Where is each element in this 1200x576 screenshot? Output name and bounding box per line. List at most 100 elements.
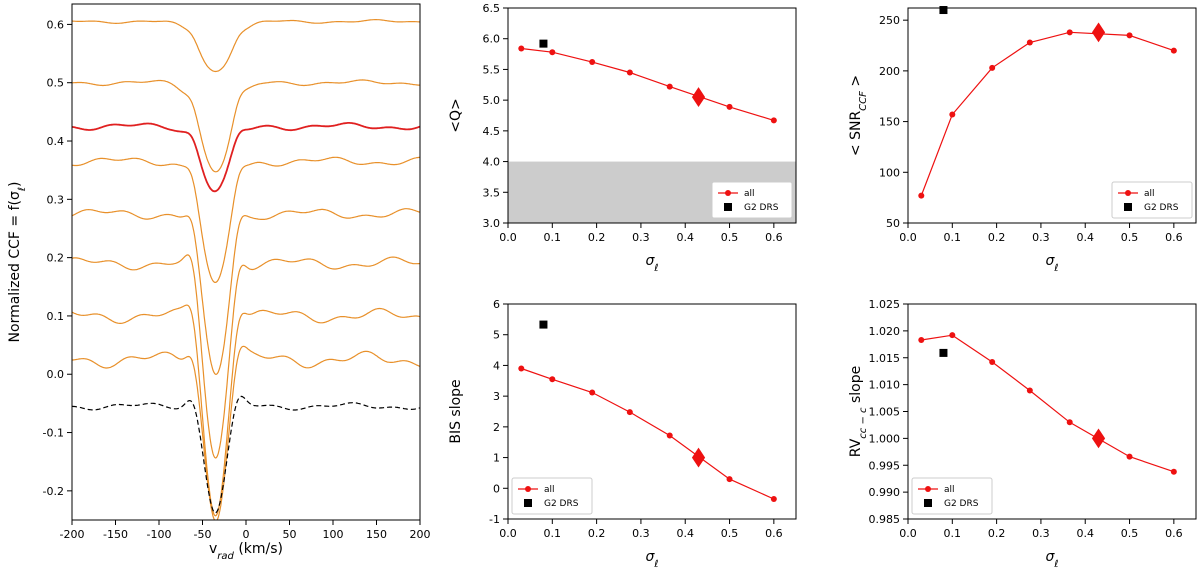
- legend-marker-g2drs: [524, 499, 532, 507]
- y-tick-label: 1.020: [869, 325, 901, 338]
- y-tick-label: 1.000: [869, 432, 901, 445]
- reference-point-g2drs: [939, 348, 948, 357]
- x-axis-label: σℓ: [1045, 549, 1058, 570]
- data-point-all: [589, 59, 596, 66]
- ccf-line-3: [72, 122, 420, 193]
- data-point-all: [666, 432, 673, 439]
- y-tick-label: 1.025: [869, 298, 901, 311]
- x-tick-label: 0.3: [632, 231, 650, 244]
- y-tick-label: 5.5: [483, 63, 501, 76]
- reference-point-g2drs: [539, 39, 548, 48]
- series-line-all: [521, 47, 774, 121]
- y-tick-label: 3.5: [483, 186, 501, 199]
- data-point-all: [626, 409, 633, 416]
- panel-bis: 0.0 0.1 0.2 0.3 0.4 0.5 0.6 -1 0 1 2 3 4 5 6 all G2 DRS σ…: [448, 298, 797, 570]
- highlight-diamond: [691, 87, 706, 107]
- legend-marker-g2drs: [924, 499, 932, 507]
- data-point-all: [1126, 32, 1133, 39]
- data-point-all: [1170, 47, 1177, 54]
- legend: all G2 DRS: [911, 477, 993, 515]
- x-tick-label: -100: [147, 528, 172, 541]
- x-tick-label: 50: [283, 528, 297, 541]
- x-tick-label: 0.5: [1121, 527, 1139, 540]
- data-point-all: [770, 117, 777, 124]
- y-tick-label: 5: [493, 329, 500, 342]
- x-tick-label: 0.1: [944, 231, 962, 244]
- data-point-all: [549, 376, 556, 383]
- data-point-all: [1066, 419, 1073, 426]
- y-tick-label: 0.985: [869, 513, 901, 526]
- x-axis-label: σℓ: [645, 253, 658, 274]
- ccf-line-9: [72, 395, 420, 514]
- y-tick-label: 4.0: [483, 156, 501, 169]
- x-tick-label: 0.1: [544, 527, 562, 540]
- legend-label-g2drs: G2 DRS: [544, 499, 579, 509]
- y-tick-label: 250: [879, 14, 900, 27]
- y-tick-label: 0.0: [47, 368, 65, 381]
- x-tick-label: -50: [194, 528, 212, 541]
- x-tick-label: 0.6: [1165, 527, 1183, 540]
- highlight-diamond: [1091, 22, 1106, 43]
- y-axis-label: <Q>: [448, 98, 464, 132]
- data-point-all: [518, 365, 525, 372]
- y-tick-label: 1: [493, 452, 500, 465]
- data-point-all: [1170, 468, 1177, 475]
- data-point-all: [918, 337, 925, 344]
- highlight-diamond: [691, 447, 706, 468]
- x-tick-label: 150: [366, 528, 387, 541]
- data-point-all: [589, 389, 596, 396]
- x-tick-label: 200: [410, 528, 431, 541]
- ccf-line-1: [72, 19, 420, 73]
- x-tick-label: 0.6: [765, 231, 783, 244]
- series-line-all: [921, 334, 1174, 473]
- x-tick-label: 0.5: [1121, 231, 1139, 244]
- data-point-all: [989, 359, 996, 366]
- y-tick-label: 5.0: [483, 94, 501, 107]
- y-axis-label: RVcc − c slope: [848, 366, 869, 457]
- data-point-all: [549, 49, 556, 56]
- x-tick-label: 0.4: [676, 527, 694, 540]
- x-tick-label: 0.5: [721, 231, 739, 244]
- legend-marker-all: [725, 190, 731, 196]
- y-tick-label: -0.2: [43, 485, 64, 498]
- x-tick-label: 0.6: [765, 527, 783, 540]
- legend-marker-g2drs: [724, 203, 732, 211]
- y-tick-label: -1: [489, 513, 500, 526]
- y-tick-label: 6: [493, 298, 500, 311]
- legend: all G2 DRS: [1111, 181, 1193, 219]
- legend-label-g2drs: G2 DRS: [744, 203, 779, 213]
- y-tick-label: 6.5: [483, 2, 501, 15]
- x-tick-label: -150: [103, 528, 128, 541]
- x-axis-label: vrad (km/s): [209, 541, 283, 562]
- y-tick-label: 3: [493, 390, 500, 403]
- plot-frame: [507, 303, 797, 520]
- y-tick-label: 4: [493, 359, 500, 372]
- ccf-line-8: [72, 345, 420, 520]
- y-axis-label: < SNRCCF >: [848, 75, 869, 156]
- panel-snr: 0.0 0.1 0.2 0.3 0.4 0.5 0.6 50 100 150 200 250 all G2…: [848, 6, 1197, 274]
- data-point-all: [1066, 29, 1073, 36]
- legend-marker-all: [925, 486, 931, 492]
- y-tick-label: 0.3: [47, 193, 65, 206]
- reference-point-g2drs: [939, 6, 948, 15]
- legend-label-g2drs: G2 DRS: [1144, 203, 1179, 213]
- y-tick-label: 2: [493, 421, 500, 434]
- data-point-all: [626, 69, 633, 76]
- y-tick-label: 0: [493, 482, 500, 495]
- x-tick-label: 0.2: [588, 231, 606, 244]
- legend-label-all: all: [944, 485, 955, 495]
- y-tick-label: 50: [886, 217, 900, 230]
- legend: all G2 DRS: [511, 477, 593, 515]
- y-tick-label: 0.995: [869, 459, 901, 472]
- x-tick-label: 0.1: [944, 527, 962, 540]
- y-axis-label: BIS slope: [448, 379, 464, 443]
- x-tick-label: 0.0: [499, 527, 517, 540]
- x-tick-label: 0.3: [1032, 231, 1050, 244]
- x-tick-label: 0.3: [632, 527, 650, 540]
- legend-marker-all: [525, 486, 531, 492]
- y-tick-label: -0.1: [43, 427, 64, 440]
- y-tick-label: 1.015: [869, 352, 901, 365]
- ccf-line-6: [72, 254, 420, 459]
- ccf-line-5: [72, 208, 420, 375]
- panel-q: 0.0 0.1 0.2 0.3 0.4 0.5 0.6 3.0 3.5 4.0 4.5 5.0 5.5 6…: [448, 2, 797, 274]
